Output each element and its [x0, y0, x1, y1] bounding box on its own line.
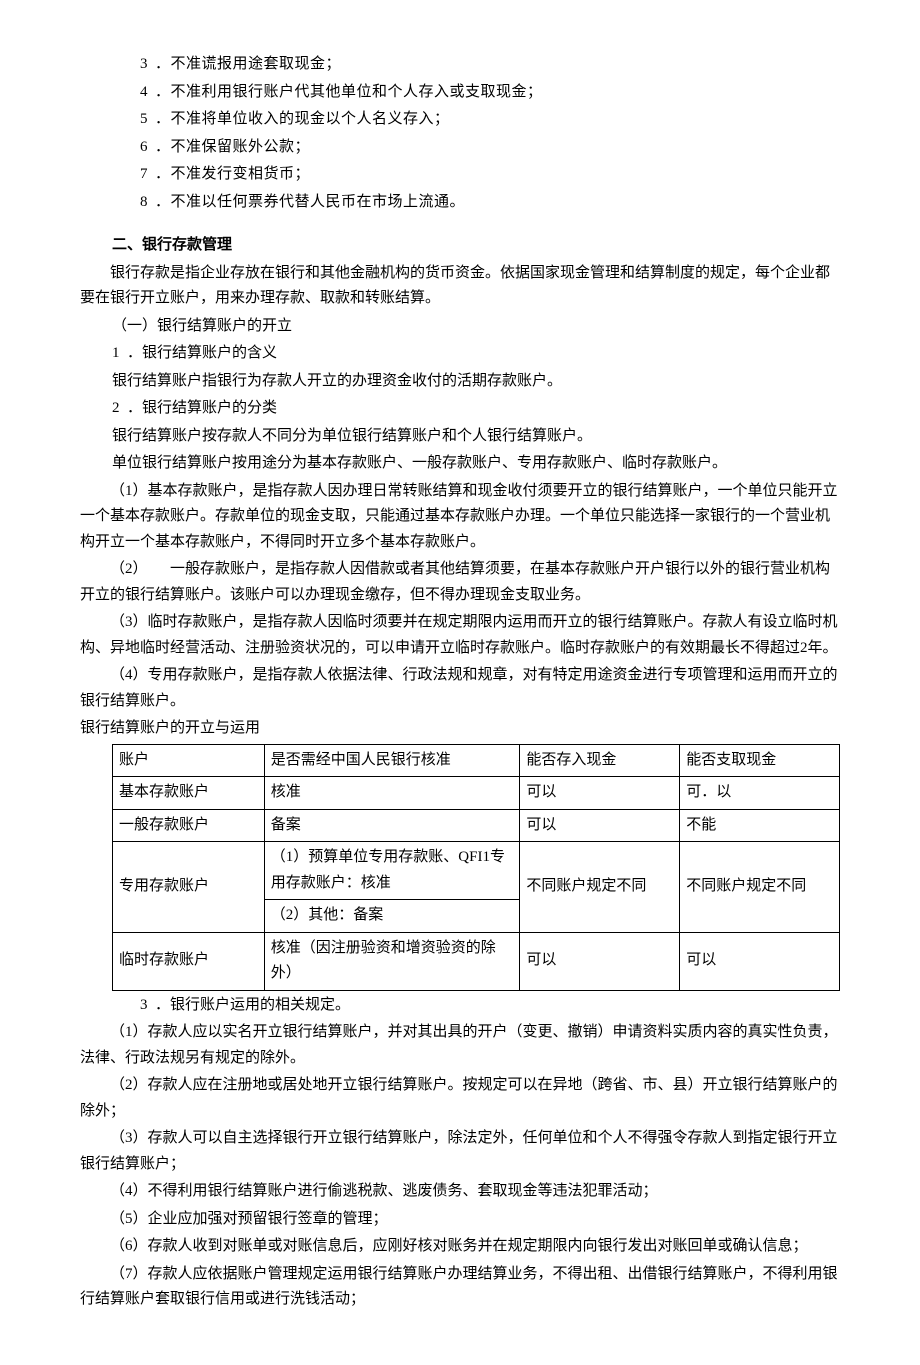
table-cell: 可以 [680, 932, 840, 990]
regulation-item: （6）存款人收到对账单或对账信息后，应刚好核对账务并在规定期限内向银行发出对账回… [80, 1234, 840, 1260]
rule-num: 5 [140, 107, 155, 133]
rule-item: 8．不准以任何票券代替人民币在市场上流通。 [140, 190, 840, 216]
table-cell: 可．以 [680, 777, 840, 810]
rule-item: 4．不准利用银行账户代其他单位和个人存入或支取现金； [140, 80, 840, 106]
table-cell-split: （1）预算单位专用存款账、QFI1专用存款账户：核准 （2）其他：备案 [264, 842, 520, 933]
point-text: ．银行结算账户的含义 [127, 345, 277, 361]
table-header-cell: 能否存入现金 [520, 744, 680, 777]
table-cell: 一般存款账户 [113, 809, 265, 842]
rule-item: 3．不准谎报用途套取现金； [140, 52, 840, 78]
table-cell: 可以 [520, 932, 680, 990]
rule-item: 5．不准将单位收入的现金以个人名义存入； [140, 107, 840, 133]
accounts-table: 账户 是否需经中国人民银行核准 能否存入现金 能否支取现金 基本存款账户 核准 … [112, 744, 840, 991]
table-cell: 专用存款账户 [113, 842, 265, 933]
body-text: 银行结算账户指银行为存款人开立的办理资金收付的活期存款账户。 [80, 369, 840, 395]
table-header-cell: 账户 [113, 744, 265, 777]
rule-item: 6．不准保留账外公款； [140, 135, 840, 161]
point-text: ．银行账户运用的相关规定。 [155, 997, 350, 1013]
rule-item: 7．不准发行变相货币； [140, 162, 840, 188]
table-row: 基本存款账户 核准 可以 可．以 [113, 777, 840, 810]
rule-text: ．不准谎报用途套取现金； [155, 56, 341, 72]
table-subcell: （1）预算单位专用存款账、QFI1专用存款账户：核准 [265, 842, 520, 900]
regulation-item: （4）不得利用银行结算账户进行偷逃税款、逃废债务、套取现金等违法犯罪活动； [80, 1179, 840, 1205]
account-type-desc: （4）专用存款账户，是指存款人依据法律、行政法规和规章，对有特定用途资金进行专项… [80, 663, 840, 714]
table-cell: 临时存款账户 [113, 932, 265, 990]
table-caption: 银行结算账户的开立与运用 [80, 716, 840, 742]
table-subcell: （2）其他：备案 [265, 900, 520, 932]
table-cell: 核准 [264, 777, 520, 810]
table-header-cell: 能否支取现金 [680, 744, 840, 777]
account-type-desc: （3）临时存款账户，是指存款人因临时须要并在规定期限内运用而开立的银行结算账户。… [80, 610, 840, 661]
rule-text: ．不准将单位收入的现金以个人名义存入； [155, 111, 450, 127]
account-type-desc: （1）基本存款账户，是指存款人因办理日常转账结算和现金收付须要开立的银行结算账户… [80, 479, 840, 556]
table-row: 一般存款账户 备案 可以 不能 [113, 809, 840, 842]
point-item: 2．银行结算账户的分类 [80, 396, 840, 422]
regulation-item: （3）存款人可以自主选择银行开立银行结算账户，除法定外，任何单位和个人不得强令存… [80, 1126, 840, 1177]
rule-num: 4 [140, 80, 155, 106]
table-cell: 不同账户规定不同 [680, 842, 840, 933]
body-text: 银行结算账户按存款人不同分为单位银行结算账户和个人银行结算账户。 [80, 424, 840, 450]
rule-num: 7 [140, 162, 155, 188]
point-text: ．银行结算账户的分类 [127, 400, 277, 416]
point-num: 3 [140, 993, 155, 1019]
subsection-title: （一）银行结算账户的开立 [80, 314, 840, 340]
table-row: 临时存款账户 核准（因注册验资和增资验资的除外） 可以 可以 [113, 932, 840, 990]
rule-text: ．不准利用银行账户代其他单位和个人存入或支取现金； [155, 84, 543, 100]
point-item: 1．银行结算账户的含义 [80, 341, 840, 367]
point-num: 1 [112, 341, 127, 367]
table-cell: 备案 [264, 809, 520, 842]
table-row: 专用存款账户 （1）预算单位专用存款账、QFI1专用存款账户：核准 （2）其他：… [113, 842, 840, 933]
point-item: 3．银行账户运用的相关规定。 [80, 993, 840, 1019]
table-cell: 不能 [680, 809, 840, 842]
rule-num: 8 [140, 190, 155, 216]
rules-list: 3．不准谎报用途套取现金； 4．不准利用银行账户代其他单位和个人存入或支取现金；… [80, 52, 840, 215]
regulation-item: （7）存款人应依据账户管理规定运用银行结算账户办理结算业务，不得出租、出借银行结… [80, 1262, 840, 1313]
table-cell: 核准（因注册验资和增资验资的除外） [264, 932, 520, 990]
body-text: 单位银行结算账户按用途分为基本存款账户、一般存款账户、专用存款账户、临时存款账户… [80, 451, 840, 477]
regulation-item: （1）存款人应以实名开立银行结算账户，并对其出具的开户（变更、撤销）申请资料实质… [80, 1020, 840, 1071]
table-header-row: 账户 是否需经中国人民银行核准 能否存入现金 能否支取现金 [113, 744, 840, 777]
rule-text: ．不准以任何票券代替人民币在市场上流通。 [155, 194, 465, 210]
section-intro: 银行存款是指企业存放在银行和其他金融机构的货币资金。依据国家现金管理和结算制度的… [80, 261, 840, 312]
table-header-cell: 是否需经中国人民银行核准 [264, 744, 520, 777]
table-cell: 基本存款账户 [113, 777, 265, 810]
point-num: 2 [112, 396, 127, 422]
rule-text: ．不准保留账外公款； [155, 139, 310, 155]
rule-text: ．不准发行变相货币； [155, 166, 310, 182]
rule-num: 6 [140, 135, 155, 161]
section-heading: 二、银行存款管理 [80, 233, 840, 259]
account-type-desc: （2） 一般存款账户，是指存款人因借款或者其他结算须要，在基本存款账户开户银行以… [80, 557, 840, 608]
regulation-item: （5）企业应加强对预留银行签章的管理； [80, 1207, 840, 1233]
regulation-item: （2）存款人应在注册地或居处地开立银行结算账户。按规定可以在异地（跨省、市、县）… [80, 1073, 840, 1124]
table-cell: 可以 [520, 809, 680, 842]
table-cell: 不同账户规定不同 [520, 842, 680, 933]
rule-num: 3 [140, 52, 155, 78]
table-cell: 可以 [520, 777, 680, 810]
